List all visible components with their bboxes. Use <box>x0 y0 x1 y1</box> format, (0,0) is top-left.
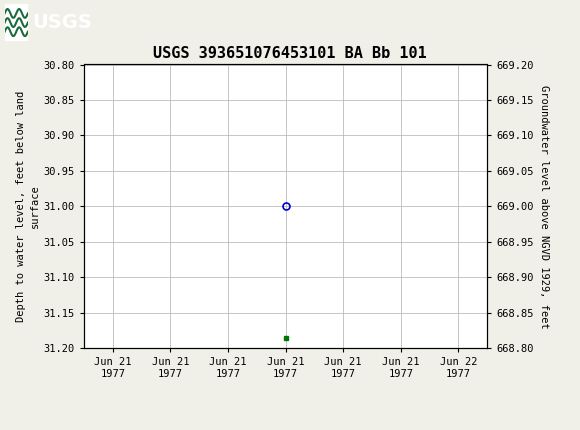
Text: USGS 393651076453101 BA Bb 101: USGS 393651076453101 BA Bb 101 <box>153 46 427 61</box>
Y-axis label: Groundwater level above NGVD 1929, feet: Groundwater level above NGVD 1929, feet <box>539 85 549 328</box>
FancyBboxPatch shape <box>5 6 27 40</box>
Y-axis label: Depth to water level, feet below land
surface: Depth to water level, feet below land su… <box>16 91 39 322</box>
Text: ≡: ≡ <box>14 12 30 31</box>
Text: USGS: USGS <box>32 13 92 32</box>
